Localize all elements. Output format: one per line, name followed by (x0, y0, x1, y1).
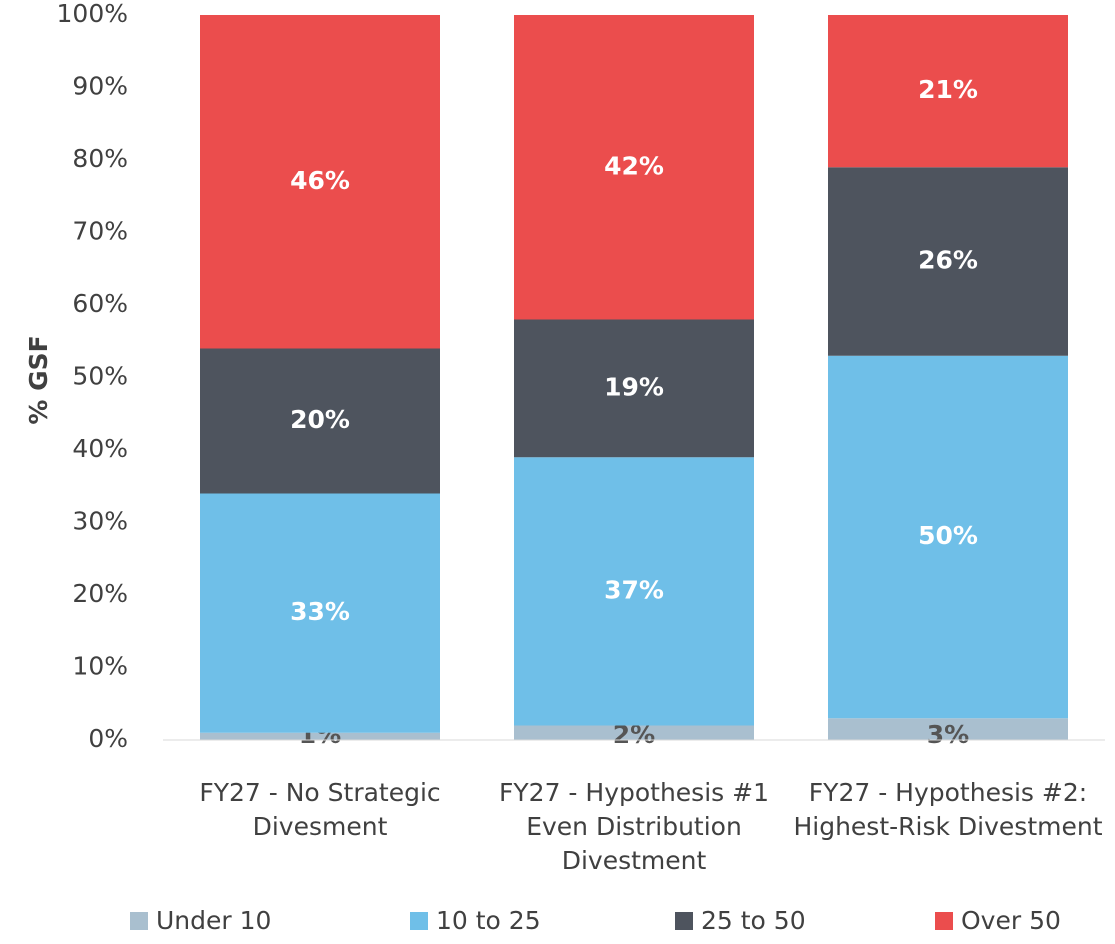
bar-segment (514, 15, 754, 320)
y-tick-label: 10% (72, 652, 128, 681)
y-tick-label: 60% (72, 289, 128, 318)
bar-segment (514, 725, 754, 740)
data-label: 33% (290, 597, 350, 626)
y-axis-label: % GSF (24, 335, 53, 424)
legend-swatch (130, 912, 148, 930)
data-label: 46% (290, 166, 350, 195)
bar-segment (514, 457, 754, 726)
x-tick-label: FY27 - Hypothesis #1 Even Distribution D… (499, 778, 769, 875)
x-tick-label: FY27 - Hypothesis #2: Highest-Risk Dives… (793, 778, 1103, 841)
bar-segment (200, 15, 440, 349)
data-label: 37% (604, 575, 664, 604)
legend-swatch (935, 912, 953, 930)
bar-segment (828, 15, 1068, 168)
x-tick-label: FY27 - No Strategic Divesment (199, 778, 441, 841)
y-tick-label: 50% (72, 362, 128, 391)
bar-segment (200, 348, 440, 494)
y-tick-label: 100% (57, 0, 128, 28)
legend-label: Under 10 (156, 906, 271, 935)
y-tick-label: 40% (72, 434, 128, 463)
y-tick-label: 30% (72, 507, 128, 536)
legend-swatch (675, 912, 693, 930)
legend-swatch (410, 912, 428, 930)
data-label: 19% (604, 372, 664, 401)
y-tick-label: 20% (72, 579, 128, 608)
bar-segment (200, 732, 440, 740)
legend-label: Over 50 (961, 906, 1061, 935)
bar-segment (828, 355, 1068, 719)
legend-label: 10 to 25 (436, 906, 541, 935)
data-label: 3% (927, 720, 969, 749)
data-label: 50% (918, 521, 978, 550)
y-tick-label: 70% (72, 217, 128, 246)
y-tick-label: 80% (72, 144, 128, 173)
bar-segment (200, 493, 440, 733)
y-tick-label: 0% (88, 724, 128, 753)
data-label: 42% (604, 151, 664, 180)
legend-label: 25 to 50 (701, 906, 806, 935)
data-label: 20% (290, 405, 350, 434)
bar-segment (828, 718, 1068, 740)
data-label: 21% (918, 75, 978, 104)
bar-segment (828, 167, 1068, 356)
y-tick-label: 90% (72, 72, 128, 101)
bar-segment (514, 319, 754, 458)
data-label: 26% (918, 246, 978, 275)
